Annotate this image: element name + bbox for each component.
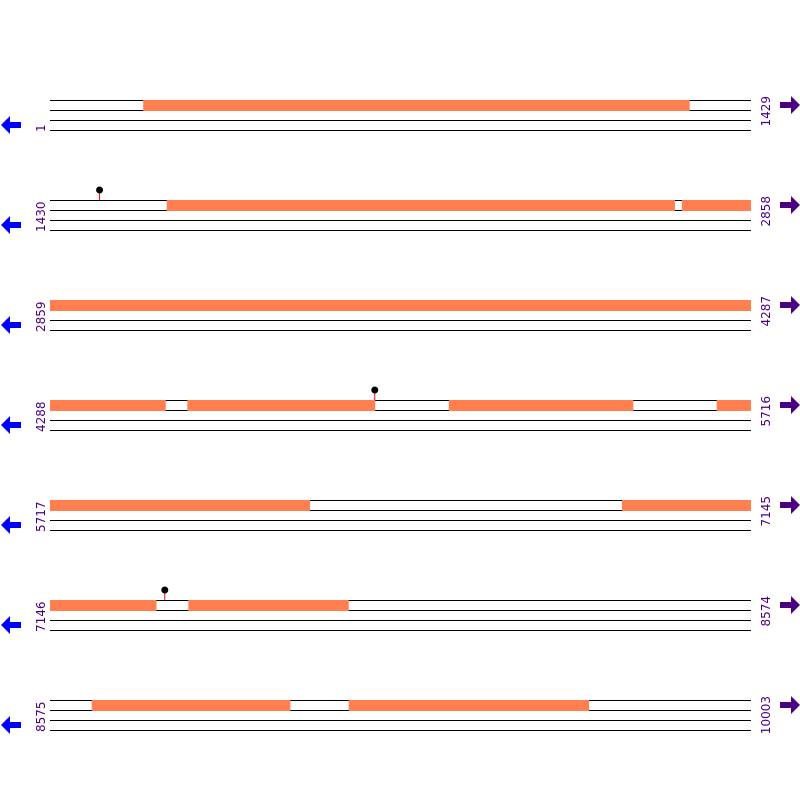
feature-block [621, 500, 751, 511]
row-start-label: 1430 [34, 201, 48, 232]
feature-block [681, 200, 751, 211]
row-end-label: 5716 [759, 396, 773, 427]
sequence-row: 1430 2858 [1, 186, 800, 234]
right-arrow-icon [780, 396, 800, 414]
left-arrow-icon [1, 516, 21, 534]
row-end-label: 7145 [759, 496, 773, 527]
row-start-label: 2859 [34, 301, 48, 332]
feature-block [348, 700, 590, 711]
sequence-row: 5717 7145 [1, 496, 800, 534]
feature-block [50, 600, 157, 611]
row-start-label: 1 [34, 124, 48, 132]
left-arrow-icon [1, 216, 21, 234]
right-arrow-icon [780, 696, 800, 714]
row-end-label: 4287 [759, 296, 773, 327]
marker-head [96, 186, 104, 194]
marker-head [371, 386, 379, 394]
feature-block [188, 600, 349, 611]
right-arrow-icon [780, 596, 800, 614]
row-end-label: 8574 [759, 596, 773, 627]
feature-block [50, 400, 166, 411]
row-end-label: 1429 [759, 96, 773, 127]
row-start-label: 7146 [34, 601, 48, 632]
sequence-row: 4288 5716 [1, 386, 800, 434]
row-start-label: 8575 [34, 701, 48, 732]
left-arrow-icon [1, 616, 21, 634]
right-arrow-icon [780, 196, 800, 214]
feature-block [91, 700, 291, 711]
sequence-row: 8575 10003 [1, 696, 800, 734]
feature-block [166, 200, 675, 211]
feature-block [50, 300, 751, 311]
feature-block [50, 500, 310, 511]
sequence-row: 7146 8574 [1, 586, 800, 634]
row-end-label: 10003 [759, 696, 773, 734]
sequence-row: 1 1429 [1, 96, 800, 134]
feature-block [448, 400, 634, 411]
left-arrow-icon [1, 416, 21, 434]
feature-block [143, 100, 690, 111]
left-arrow-icon [1, 316, 21, 334]
feature-block [187, 400, 376, 411]
right-arrow-icon [780, 496, 800, 514]
left-arrow-icon [1, 716, 21, 734]
left-arrow-icon [1, 116, 21, 134]
row-start-label: 5717 [34, 501, 48, 532]
row-start-label: 4288 [34, 401, 48, 432]
row-end-label: 2858 [759, 196, 773, 227]
right-arrow-icon [780, 96, 800, 114]
right-arrow-icon [780, 296, 800, 314]
feature-block [716, 400, 751, 411]
sequence-row: 2859 4287 [1, 296, 800, 334]
marker-head [161, 586, 169, 594]
